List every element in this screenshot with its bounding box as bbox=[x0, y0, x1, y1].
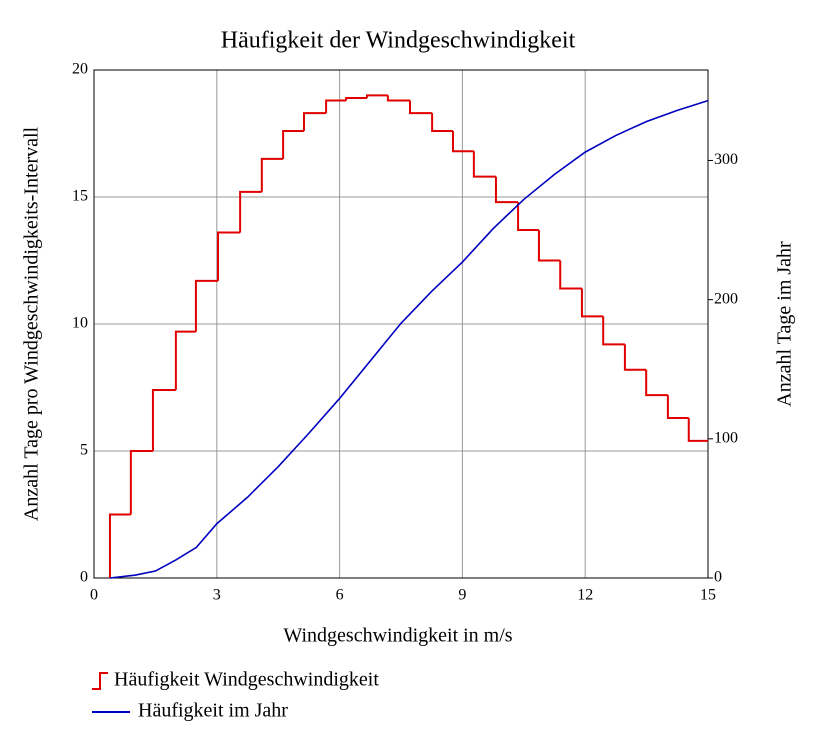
step bbox=[687, 417, 708, 442]
y-axis-label: Anzahl Tage pro Windgeschwindigkeits-Int… bbox=[21, 126, 43, 521]
y2-tick-label: 0 bbox=[714, 569, 722, 586]
y-tick-label: 20 bbox=[72, 61, 88, 78]
legend-label: Häufigkeit im Jahr bbox=[138, 700, 288, 722]
step bbox=[537, 230, 561, 262]
plot-frame bbox=[93, 69, 709, 579]
step bbox=[580, 288, 604, 318]
chart-title: Häufigkeit der Windgeschwindigkeit bbox=[221, 28, 576, 54]
y-tick-label: 15 bbox=[72, 188, 88, 205]
step bbox=[129, 450, 153, 515]
y2-tick-label: 300 bbox=[714, 151, 738, 168]
step bbox=[386, 95, 411, 102]
step bbox=[409, 100, 433, 115]
step bbox=[366, 94, 388, 98]
x-tick-label: 3 bbox=[213, 587, 221, 604]
step bbox=[431, 113, 453, 132]
step bbox=[151, 389, 176, 451]
y-tick-label: 0 bbox=[80, 569, 88, 586]
x-axis-label: Windgeschwindigkeit in m/s bbox=[283, 625, 512, 647]
x-tick-label: 0 bbox=[90, 587, 98, 604]
step bbox=[108, 513, 131, 578]
x-tick-label: 15 bbox=[700, 587, 716, 604]
step bbox=[194, 279, 219, 332]
step bbox=[174, 330, 196, 391]
step bbox=[302, 112, 327, 131]
step bbox=[517, 202, 539, 232]
x-tick-label: 9 bbox=[458, 587, 466, 604]
step bbox=[472, 151, 496, 178]
step bbox=[666, 395, 689, 419]
step bbox=[645, 369, 668, 397]
step bbox=[217, 231, 241, 281]
step bbox=[260, 157, 284, 192]
x-tick-label: 6 bbox=[336, 587, 344, 604]
step bbox=[623, 344, 647, 371]
step bbox=[494, 176, 519, 204]
step bbox=[602, 316, 625, 346]
step bbox=[451, 130, 474, 153]
y-tick-label: 5 bbox=[80, 442, 88, 459]
step bbox=[559, 260, 582, 290]
step bbox=[345, 96, 368, 101]
y2-axis-label: Anzahl Tage im Jahr bbox=[774, 241, 796, 407]
x-tick-label: 12 bbox=[577, 587, 593, 604]
step bbox=[282, 129, 304, 159]
step bbox=[239, 190, 262, 233]
legend-icon bbox=[92, 672, 108, 690]
y-tick-label: 10 bbox=[72, 315, 88, 332]
y2-tick-label: 200 bbox=[714, 290, 738, 307]
y2-tick-label: 100 bbox=[714, 429, 738, 446]
line bbox=[109, 99, 709, 579]
step bbox=[325, 99, 347, 114]
legend-label: Häufigkeit Windgeschwindigkeit bbox=[114, 669, 379, 691]
